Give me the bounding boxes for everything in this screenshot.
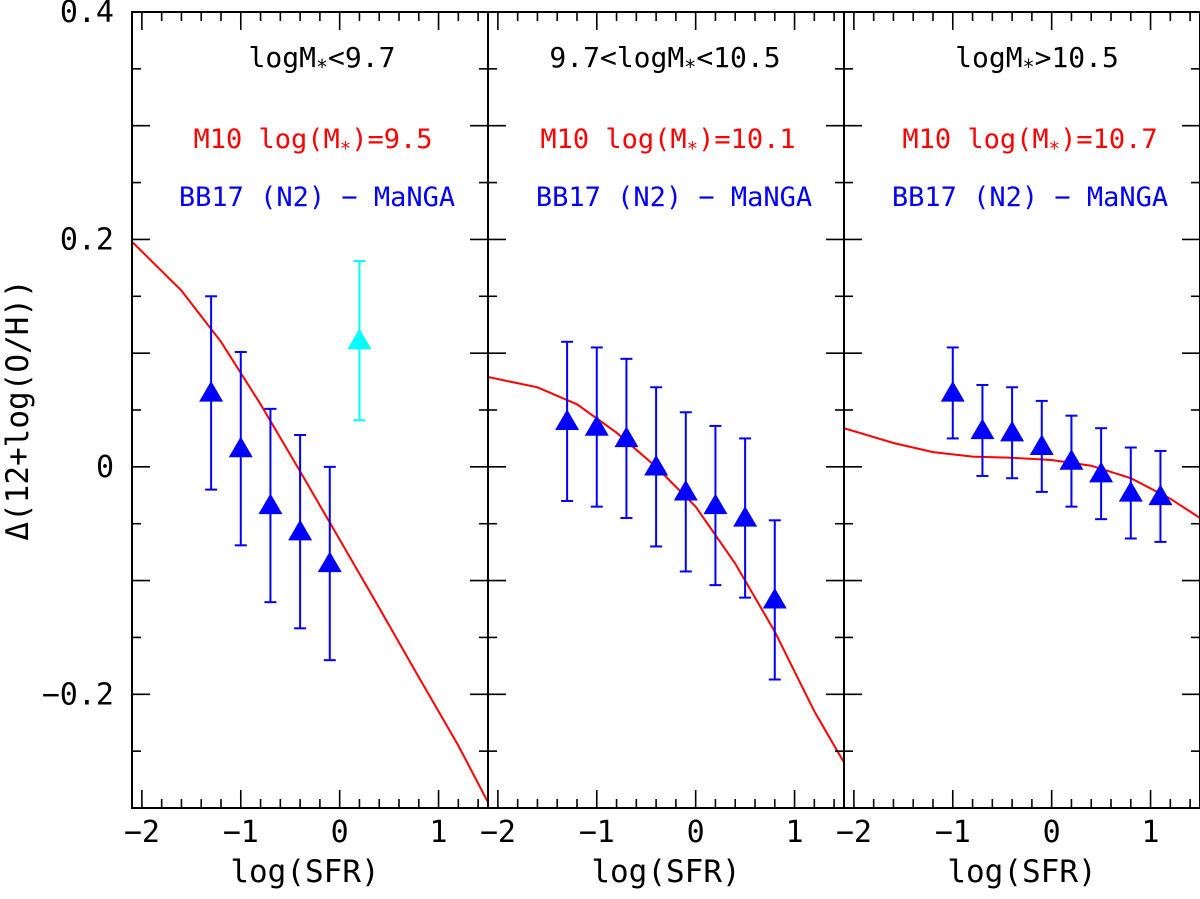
panel-2-xtick-label: −2 <box>480 815 516 850</box>
axis-ticks <box>132 11 1200 809</box>
panel-2-model-curve <box>488 376 844 764</box>
panel-1-point-5-marker <box>317 551 342 573</box>
y-axis-label: Δ(12+log(O/H)) <box>0 279 36 540</box>
panel-3-point-2-marker <box>970 418 995 440</box>
chart-marks <box>132 240 1200 803</box>
panel-1-xtick-label: −2 <box>124 815 160 850</box>
panel-3-point-3-marker <box>1000 420 1025 442</box>
panel-3-xtick-label: −1 <box>935 815 971 850</box>
panel-3-xtick-label: 1 <box>1142 815 1160 850</box>
panel-1-point-1-marker <box>199 380 224 402</box>
panel-2-point-8-marker <box>762 587 787 609</box>
panel-1-outlier-1-marker <box>347 328 372 350</box>
panel-3-title: logM*>10.5 <box>955 41 1119 79</box>
panel-2-point-7-marker <box>733 506 758 527</box>
panel-3-point-5-marker <box>1059 449 1084 470</box>
panel-2-data-label: BB17 (N2) − MaNGA <box>536 182 812 213</box>
ytick-label: −0.2 <box>42 677 114 712</box>
x-axis-label-panel-1: log(SFR) <box>230 854 379 890</box>
panel-3-data <box>844 346 1200 543</box>
panel-1-title: logM*<9.7 <box>249 41 396 79</box>
panel-1-data <box>132 240 488 803</box>
panel-2-xtick-label: 1 <box>786 815 804 850</box>
panel-1-point-4-marker <box>288 519 313 541</box>
panel-3-xtick-label: −2 <box>836 815 872 850</box>
panel-1-xtick-label: 1 <box>430 815 448 850</box>
panel-1-xtick-label: −1 <box>223 815 259 850</box>
panel-2-model-label: M10 log(M*)=10.1 <box>540 124 795 160</box>
panel-1-model-label: M10 log(M*)=9.5 <box>193 124 432 160</box>
tick-labels: −2 −1 0 1 −2 −1 0 1 −2 −1 0 1 −0.2 0 0.2 0.4 <box>42 0 1160 850</box>
panel-2-point-4-marker <box>644 454 669 476</box>
panel-3-model-label: M10 log(M*)=10.7 <box>902 124 1157 160</box>
x-axis-label-panel-3: log(SFR) <box>947 854 1096 890</box>
panel-2-title: 9.7<logM*<10.5 <box>549 41 780 79</box>
panel-3-point-1-marker <box>940 380 965 402</box>
panel-3-xtick-label: 0 <box>1043 815 1061 850</box>
panel-2-point-5-marker <box>673 479 698 501</box>
panel-3-point-6-marker <box>1089 461 1114 483</box>
panel-1-point-2-marker <box>228 436 253 458</box>
panel-2-point-2-marker <box>584 415 609 436</box>
x-axis-label-panel-2: log(SFR) <box>591 854 740 890</box>
panel-1-point-3-marker <box>258 493 283 515</box>
panel-3-point-8-marker <box>1148 484 1173 506</box>
panel-1-xtick-label: 0 <box>331 815 349 850</box>
panel-3-model-curve <box>844 427 1200 519</box>
panel-3-data-label: BB17 (N2) − MaNGA <box>892 182 1168 213</box>
ytick-label: 0 <box>96 450 114 485</box>
panel-2-data <box>488 340 844 764</box>
panel-3-point-4-marker <box>1029 434 1054 456</box>
panel-2-point-1-marker <box>555 409 580 431</box>
panel-3-point-7-marker <box>1118 481 1143 502</box>
panel-1-model-curve <box>132 240 488 803</box>
panel-2-point-6-marker <box>703 493 728 515</box>
panel-2-xtick-label: −1 <box>579 815 615 850</box>
panel-1-data-label: BB17 (N2) − MaNGA <box>179 182 455 213</box>
panel-2-xtick-label: 0 <box>687 815 705 850</box>
ytick-label: 0.4 <box>60 0 114 30</box>
panel-2-point-3-marker <box>614 426 639 448</box>
ytick-label: 0.2 <box>60 222 114 257</box>
